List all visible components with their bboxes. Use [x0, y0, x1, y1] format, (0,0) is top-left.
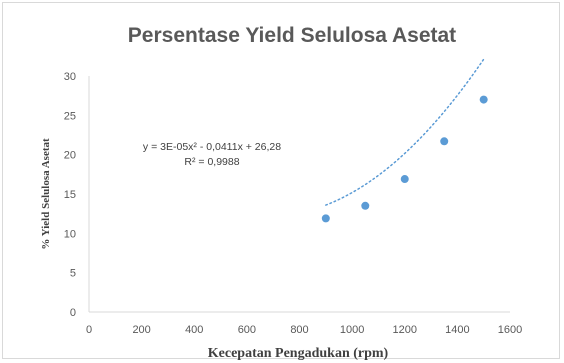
y-tick-label: 10: [64, 228, 76, 240]
x-tick-label: 400: [185, 324, 203, 336]
data-points: [321, 95, 488, 223]
y-tick-labels: 0 5 10 15 20 25 30: [64, 71, 76, 319]
x-tick-label: 200: [132, 324, 150, 336]
x-tick-label: 0: [86, 324, 92, 336]
x-tick-label: 600: [238, 324, 256, 336]
x-tick-label: 800: [290, 324, 308, 336]
y-tick-label: 20: [64, 150, 76, 162]
y-tick-label: 25: [64, 110, 76, 122]
y-tick-label: 5: [70, 268, 76, 280]
trendline-equation: y = 3E-05x² - 0,0411x + 26,28: [143, 141, 281, 153]
chart-frame: [2, 2, 560, 359]
x-axis-title: Kecepatan Pengadukan (rpm): [208, 346, 389, 361]
chart-title: Persentase Yield Selulosa Asetat: [128, 24, 456, 47]
data-point: [361, 201, 370, 210]
x-tick-label: 1400: [445, 324, 469, 336]
x-tick-label: 1600: [498, 324, 522, 336]
y-tick-label: 30: [64, 71, 76, 83]
data-point: [440, 137, 449, 146]
data-point: [321, 214, 330, 223]
y-tick-label: 15: [64, 189, 76, 201]
x-tick-label: 1000: [340, 324, 364, 336]
trendline-r-squared: R² = 0,9988: [184, 156, 239, 168]
y-axis-title: % Yield Selulosa Asetat: [40, 138, 52, 250]
data-point: [479, 95, 488, 104]
polynomial-trendline: [325, 58, 485, 206]
x-tick-label: 1200: [393, 324, 417, 336]
y-tick-label: 0: [70, 307, 76, 319]
axes: [88, 76, 510, 313]
data-point: [400, 175, 409, 184]
x-tick-labels: 0 200 400 600 800 1000 1200 1400 1600: [86, 324, 522, 336]
